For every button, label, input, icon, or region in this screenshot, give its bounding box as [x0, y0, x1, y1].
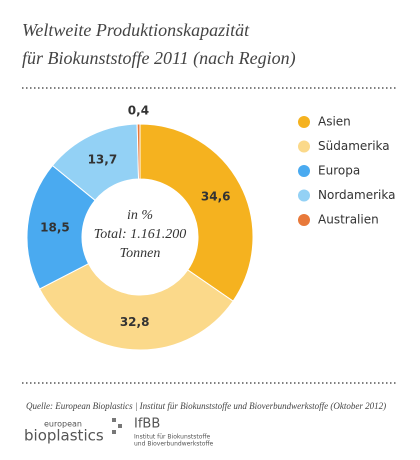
- legend-marker: [298, 214, 310, 226]
- legend-marker: [298, 189, 310, 202]
- center-label: Total: 1.161.200: [94, 227, 186, 242]
- logo-text: european: [44, 420, 82, 429]
- chart-title: Weltweite Produktionskapazität: [22, 20, 250, 40]
- legend-marker: [298, 165, 310, 177]
- center-label: in %: [127, 208, 153, 223]
- data-label: 32,8: [120, 315, 150, 329]
- legend-label: Asien: [318, 115, 351, 129]
- chart-title: für Biokunststoffe 2011 (nach Region): [22, 48, 296, 69]
- legend-label: Nordamerika: [318, 188, 395, 202]
- source: Quelle: European Bioplastics | Institut …: [26, 401, 386, 411]
- donut-slice: [38, 262, 234, 351]
- logo-text: IfBB: [134, 417, 160, 432]
- logo-mark: [112, 430, 116, 434]
- center-label: Tonnen: [120, 246, 161, 261]
- legend-label: Europa: [318, 164, 360, 178]
- legend-label: Australien: [318, 213, 379, 227]
- legend-marker: [298, 116, 310, 128]
- donut-slice: [139, 123, 254, 302]
- logo-mark: [118, 424, 122, 428]
- legend-marker: [298, 140, 310, 153]
- legend-label: Südamerika: [318, 139, 390, 153]
- logo-text: und Bioverbundwerkstoffe: [134, 441, 214, 448]
- data-label: 18,5: [40, 221, 70, 235]
- data-label: 13,7: [88, 153, 118, 167]
- logo-text: bioplastics: [24, 427, 104, 445]
- donut-slice: [136, 123, 141, 180]
- data-label: 0,4: [128, 104, 149, 118]
- logo-mark: [112, 418, 116, 422]
- data-label: 34,6: [201, 190, 231, 204]
- logo-text: Institut für Biokunststoffe: [134, 434, 211, 441]
